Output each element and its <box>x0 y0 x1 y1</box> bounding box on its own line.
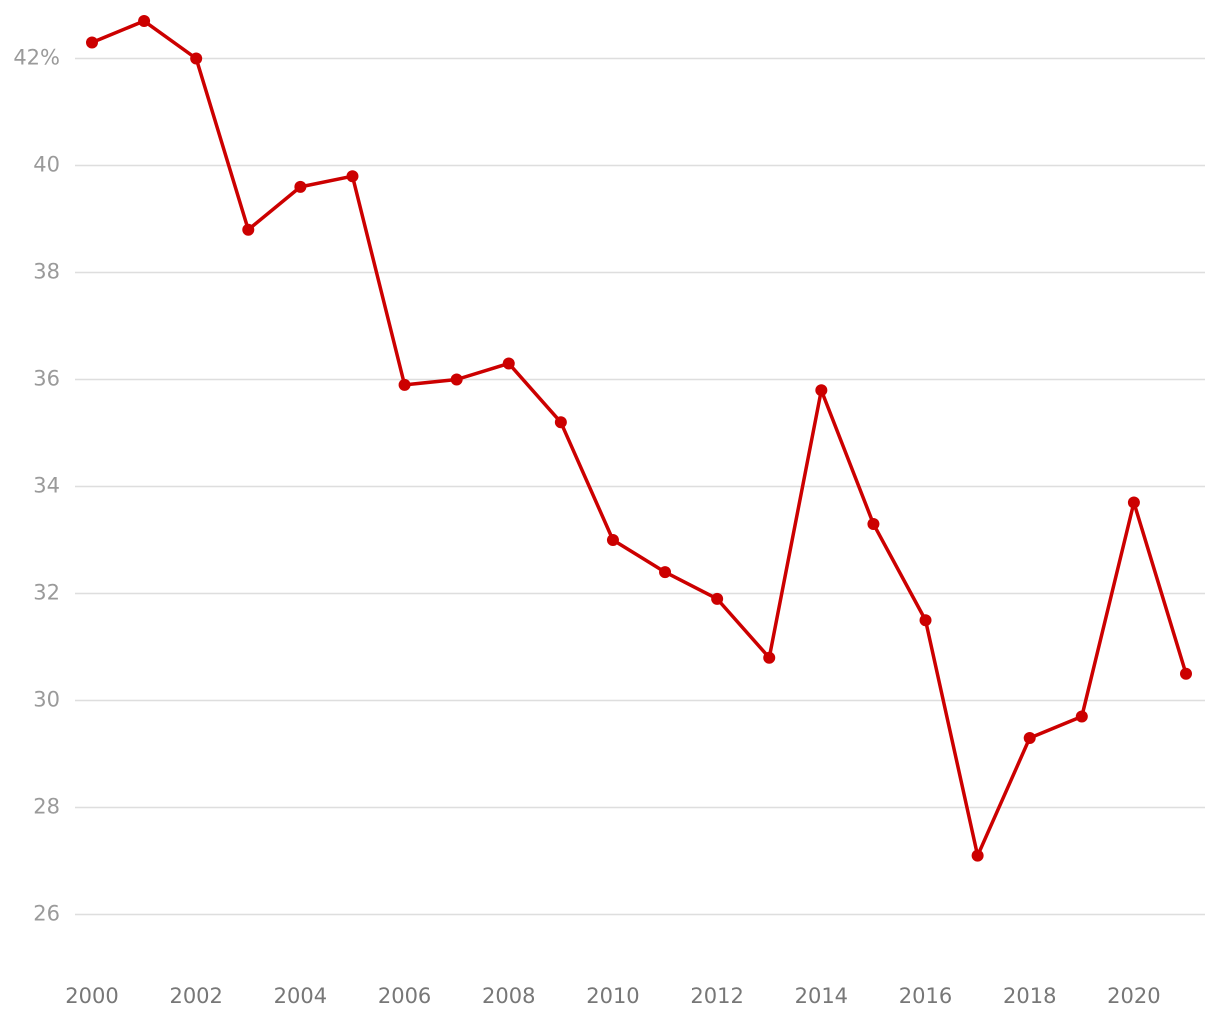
y-tick-label: 26 <box>33 902 60 926</box>
data-point <box>554 416 567 429</box>
x-tick-label: 2012 <box>690 984 743 1008</box>
y-tick-label: 34 <box>33 474 60 498</box>
x-tick-label: 2002 <box>169 984 222 1008</box>
x-tick-label: 2008 <box>482 984 535 1008</box>
data-point <box>919 614 932 627</box>
x-tick-label: 2010 <box>586 984 639 1008</box>
data-point <box>1180 667 1192 680</box>
x-tick-label: 2020 <box>1107 984 1160 1008</box>
x-tick-label: 2016 <box>899 984 952 1008</box>
data-point <box>242 223 255 236</box>
data-point <box>398 378 411 391</box>
y-tick-label: 42% <box>13 46 60 70</box>
x-tick-label: 2000 <box>65 984 118 1008</box>
data-point <box>138 15 151 28</box>
y-tick-label: 40 <box>33 153 60 177</box>
data-point <box>763 651 776 664</box>
x-tick-label: 2018 <box>1003 984 1056 1008</box>
x-tick-label: 2006 <box>378 984 431 1008</box>
data-point <box>502 357 515 370</box>
data-point <box>190 52 203 65</box>
y-tick-label: 38 <box>33 260 60 284</box>
y-tick-label: 36 <box>33 367 60 391</box>
data-point <box>1023 731 1036 744</box>
series-line <box>91 19 1188 858</box>
data-point <box>1127 496 1140 509</box>
data-point <box>1075 710 1088 723</box>
data-point <box>606 534 619 546</box>
data-point <box>867 517 880 530</box>
data-point <box>711 592 724 605</box>
data-point <box>971 849 984 862</box>
data-point <box>346 170 359 183</box>
y-tick-label: 32 <box>33 581 60 605</box>
data-point <box>815 384 828 397</box>
y-tick-label: 30 <box>33 688 60 712</box>
data-point <box>450 373 463 386</box>
data-point <box>659 566 672 579</box>
x-tick-label: 2014 <box>795 984 848 1008</box>
x-tick-label: 2004 <box>274 984 327 1008</box>
y-tick-label: 28 <box>33 795 60 819</box>
data-point <box>294 180 307 193</box>
data-point <box>86 36 98 49</box>
